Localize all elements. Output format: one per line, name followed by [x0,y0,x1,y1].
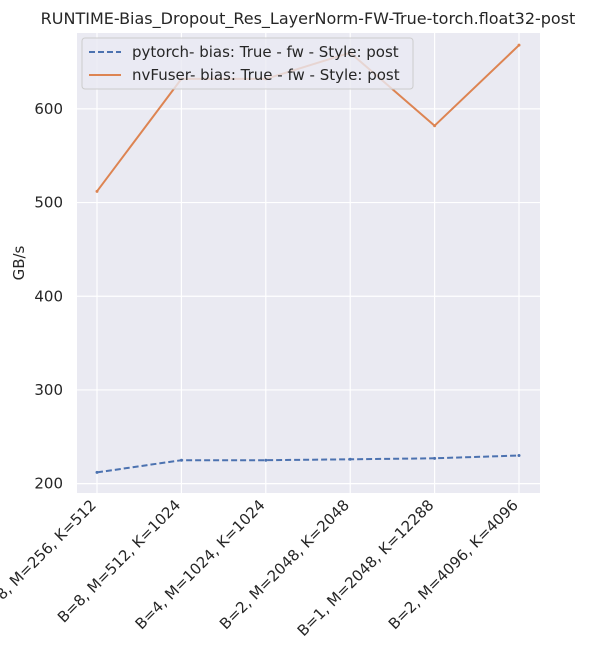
data-point [517,43,521,47]
data-point [433,124,437,128]
data-point [179,458,183,462]
y-tick-label: 600 [34,100,63,118]
legend-label-pytorch: pytorch- bias: True - fw - Style: post [132,43,399,61]
y-tick-label: 500 [34,194,63,212]
legend-label-nvfuser: nvFuser- bias: True - fw - Style: post [132,66,400,84]
legend: pytorch- bias: True - fw - Style: post n… [81,37,414,90]
data-point [264,458,268,462]
y-tick-label: 400 [34,287,63,305]
y-axis-label: GB/s [10,245,28,280]
data-point [95,189,99,193]
x-tick-label: B=1, M=2048, K=12288 [294,496,438,640]
legend-box [81,37,414,90]
y-axis: 200 300 400 500 600 [34,100,63,493]
y-tick-label: 300 [34,381,63,399]
y-tick-label: 200 [34,475,63,493]
series-line-pytorch [96,454,520,474]
chart-title: RUNTIME-Bias_Dropout_Res_LayerNorm-FW-Tr… [41,9,576,29]
data-point [348,457,352,461]
plot-background [77,33,540,493]
data-point [517,454,521,458]
data-point [433,456,437,460]
data-point [95,470,99,474]
grid [77,33,540,493]
